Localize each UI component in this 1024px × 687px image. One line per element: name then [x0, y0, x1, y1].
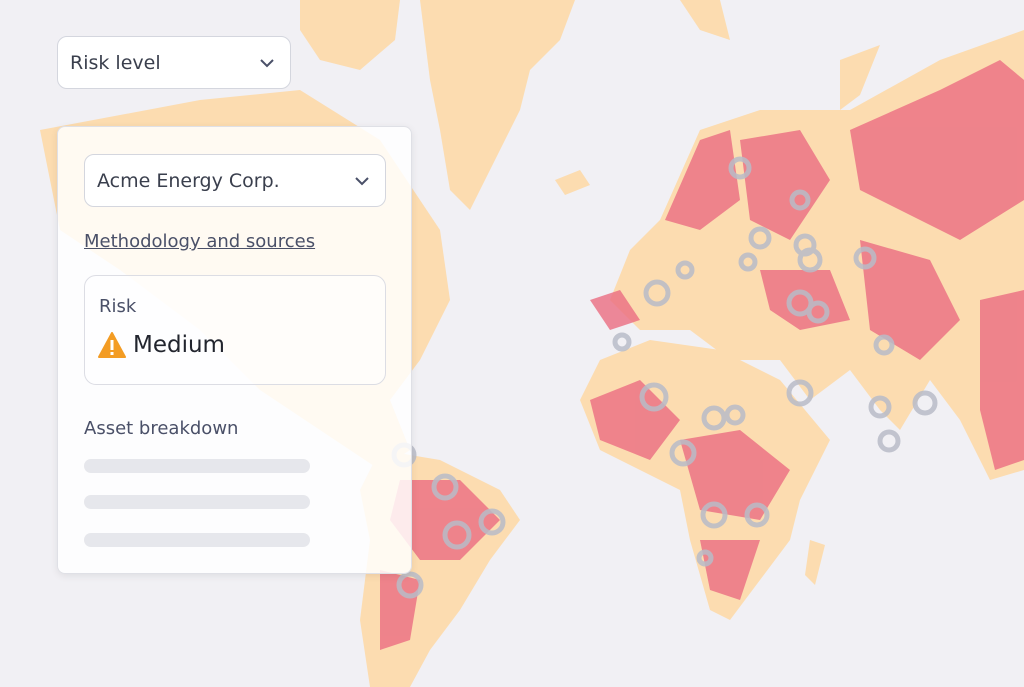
warning-icon	[98, 332, 126, 358]
layer-select[interactable]: Risk level	[57, 36, 291, 89]
skeleton-line	[84, 459, 310, 473]
risk-label: Risk	[99, 296, 137, 317]
risk-card: Risk Medium	[84, 275, 386, 385]
side-panel: Acme Energy Corp. Methodology and source…	[57, 126, 412, 574]
asset-markers	[391, 156, 938, 599]
methodology-link[interactable]: Methodology and sources	[84, 231, 316, 252]
risk-areas	[380, 60, 1024, 650]
chevron	[355, 176, 369, 185]
risk-level: Medium	[133, 332, 225, 358]
company-select-text: Acme Energy Corp.	[97, 169, 280, 192]
company-select[interactable]: Acme Energy Corp.	[84, 154, 386, 207]
skeleton-line	[84, 533, 310, 547]
layer-select-text: Risk level	[70, 51, 161, 74]
chevron	[260, 58, 274, 67]
skeleton-line	[84, 495, 310, 509]
asset-breakdown-title: Asset breakdown	[84, 418, 239, 439]
